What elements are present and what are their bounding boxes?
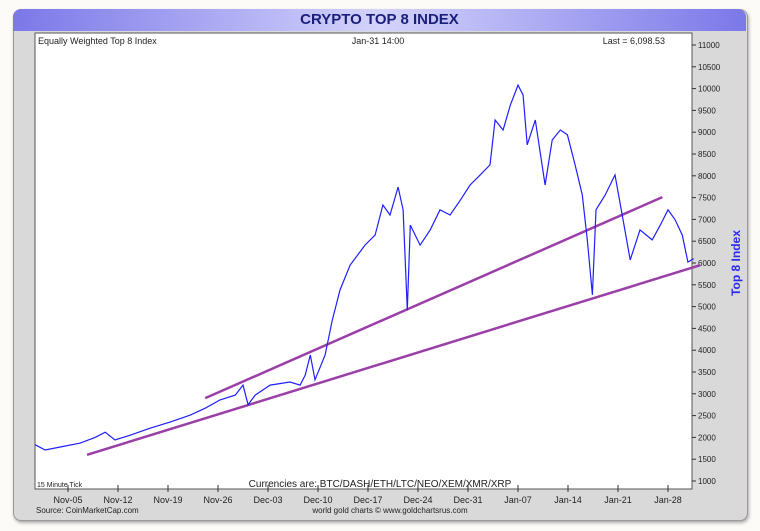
x-tick-label: Nov-26 <box>203 495 232 505</box>
y-tick-label: 7500 <box>698 194 716 203</box>
chart-title: CRYPTO TOP 8 INDEX <box>13 9 746 31</box>
series-line <box>35 83 694 451</box>
y-tick-label: 6000 <box>698 259 716 268</box>
y-tick-label: 9000 <box>698 128 716 137</box>
x-tick-label: Dec-03 <box>253 495 282 505</box>
y-tick-label: 1500 <box>698 455 716 464</box>
y-tick-label: 3500 <box>698 368 716 377</box>
x-tick-label: Jan-07 <box>504 495 532 505</box>
credit-note: world gold charts © www.goldchartsrus.co… <box>311 506 468 515</box>
x-tick-label: Jan-21 <box>604 495 632 505</box>
y-tick-label: 9500 <box>698 106 716 115</box>
y-tick-label: 11000 <box>698 41 720 50</box>
x-tick-label: Jan-14 <box>554 495 582 505</box>
x-tick-label: Nov-05 <box>53 495 82 505</box>
y-tick-label: 2000 <box>698 433 716 442</box>
y-tick-label: 1000 <box>698 477 716 486</box>
y-tick-label: 8500 <box>698 150 716 159</box>
y-tick-label: 10500 <box>698 63 721 72</box>
subtitle-right: Last = 6,098.53 <box>603 36 665 46</box>
y-tick-label: 5000 <box>698 303 716 312</box>
currencies-note: Currencies are: BTC/DASH/ETH/LTC/NEO/XEM… <box>249 479 512 490</box>
x-tick-label: Jan-28 <box>654 495 682 505</box>
subtitle-center: Jan-31 14:00 <box>352 36 405 46</box>
plot-area <box>34 32 693 490</box>
x-tick-label: Dec-10 <box>303 495 332 505</box>
source-note: Source: CoinMarketCap.com <box>36 506 139 515</box>
y-tick-label: 6500 <box>698 237 716 246</box>
x-tick-label: Dec-17 <box>353 495 382 505</box>
y-axis-label: Top 8 Index <box>729 230 743 296</box>
y-tick-label: 3000 <box>698 390 716 399</box>
y-tick-label: 10000 <box>698 85 721 94</box>
subtitle-left: Equally Weighted Top 8 Index <box>38 36 157 46</box>
x-tick-label: Dec-24 <box>403 495 432 505</box>
x-tick-label: Nov-19 <box>153 495 182 505</box>
y-tick-label: 8000 <box>698 172 716 181</box>
trendline <box>86 263 701 457</box>
y-tick-label: 2500 <box>698 412 716 421</box>
y-tick-label: 7000 <box>698 215 716 224</box>
tick-note: 15 Minute Tick <box>37 482 83 489</box>
y-tick-label: 4000 <box>698 346 716 355</box>
y-tick-label: 5500 <box>698 281 716 290</box>
x-tick-label: Dec-31 <box>453 495 482 505</box>
y-tick-label: 4500 <box>698 324 716 333</box>
x-tick-label: Nov-12 <box>103 495 132 505</box>
